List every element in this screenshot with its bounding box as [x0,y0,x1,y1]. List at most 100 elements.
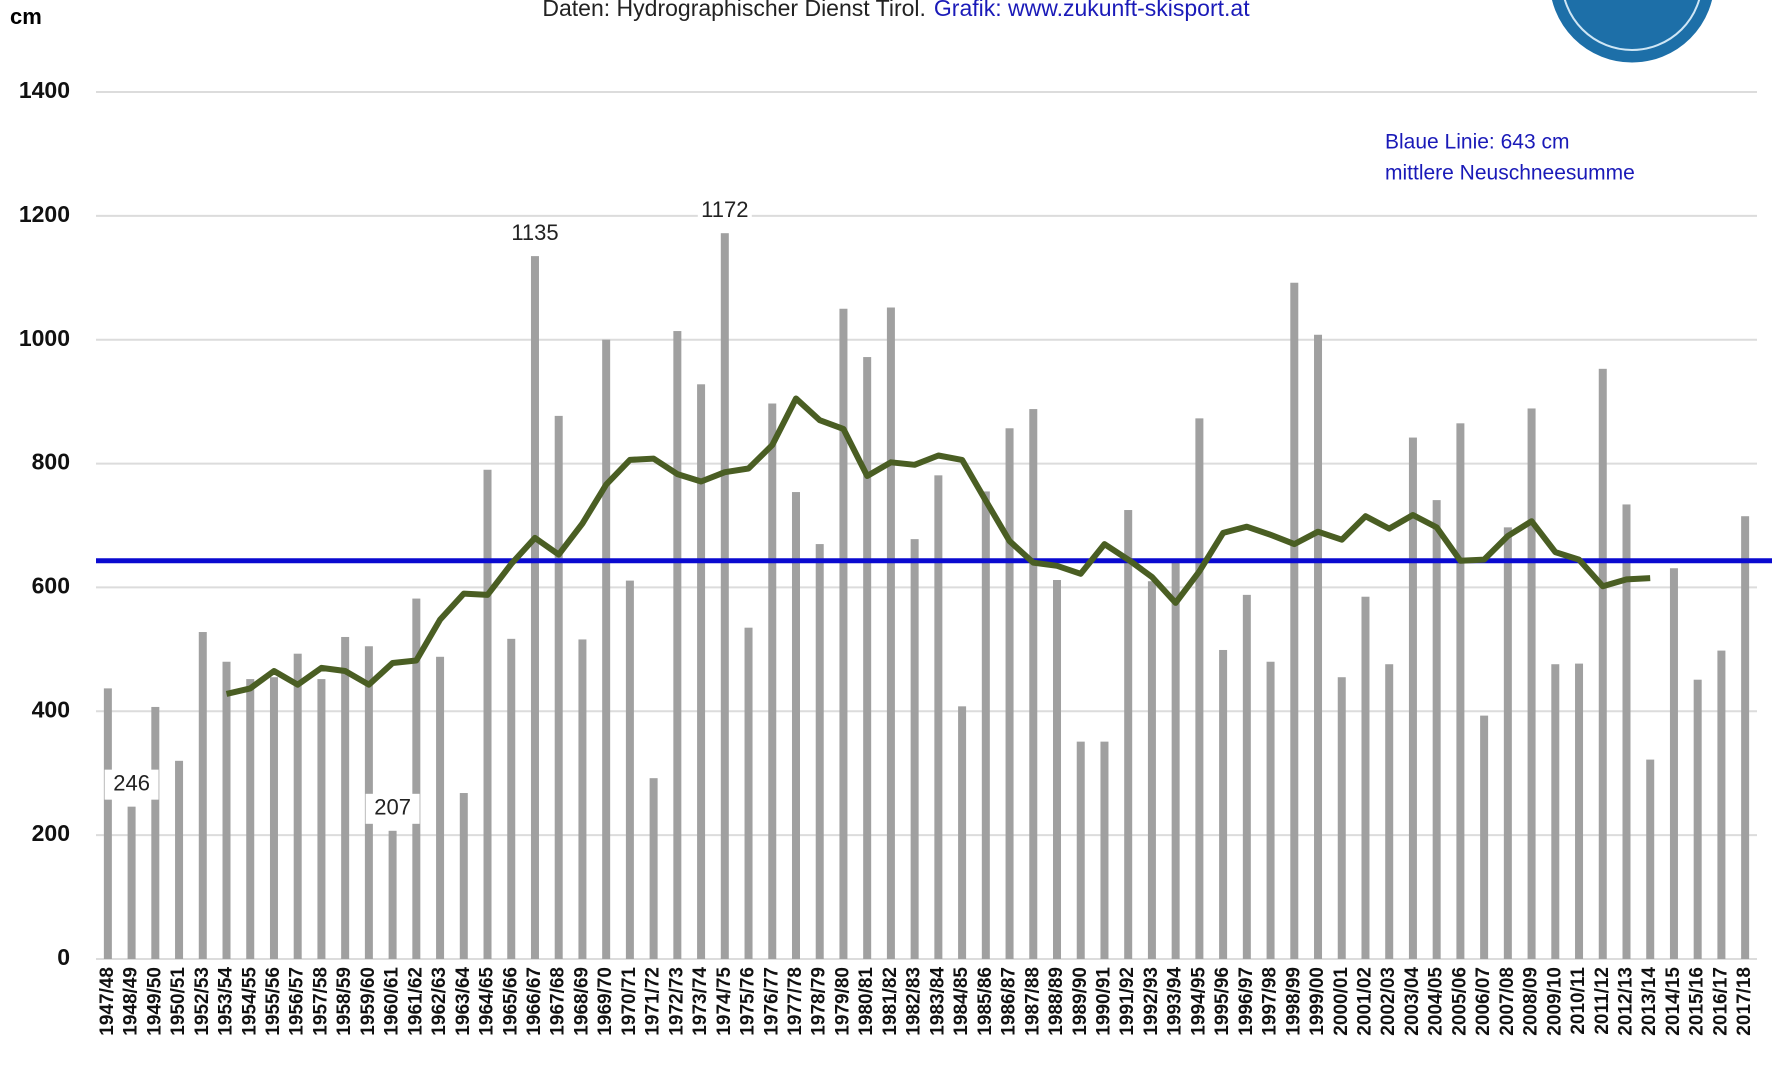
bar [1575,663,1584,959]
x-tick-label: 1979/80 [832,967,853,1036]
bar [1100,741,1109,959]
bar [388,830,397,959]
bar [981,491,990,959]
x-tick-label: 1957/58 [310,967,331,1036]
bar [317,679,326,959]
logo [1548,0,1716,66]
bar [222,661,231,959]
x-tick-label: 1996/97 [1236,967,1257,1036]
bar [1503,527,1512,959]
bar [127,806,136,959]
bar [1195,418,1204,959]
source-line: Daten: Hydrographischer Dienst Tirol. Gra… [542,0,1250,21]
x-tick-label: 1995/96 [1212,967,1233,1036]
bar [1266,661,1275,959]
x-tick-label: 1950/51 [168,967,189,1036]
y-tick-label: 600 [32,573,70,599]
x-tick-label: 2010/11 [1568,967,1589,1035]
x-tick-label: 1983/84 [927,967,948,1036]
bar [412,598,421,959]
bar [1385,664,1394,959]
bar [910,539,919,959]
bar [934,475,943,959]
x-tick-label: 1948/49 [121,967,142,1036]
annotation: mittlere Neuschneesumme [1385,162,1635,185]
bar [554,415,563,959]
bar [791,492,800,959]
bar [1124,510,1133,959]
data-label-bg [507,219,562,250]
x-tick-label: 2014/15 [1663,967,1684,1036]
bar [1598,368,1607,960]
x-tick-label: 1988/89 [1046,967,1067,1036]
bar [578,639,587,959]
bar [1005,428,1014,959]
bar [649,778,658,959]
bar [103,688,112,959]
x-tick-label: 1980/81 [856,967,877,1036]
bar [886,307,895,959]
bar [1029,409,1038,959]
bar [958,706,967,959]
x-tick-label: 1982/83 [904,967,925,1036]
x-tick-label: 2002/03 [1378,967,1399,1036]
x-tick-label: 1958/59 [334,967,355,1036]
bar [1456,423,1465,959]
x-tick-label: 1987/88 [1022,967,1043,1036]
x-tick-label: 1976/77 [761,967,782,1036]
x-tick-label: 1954/55 [239,967,260,1036]
y-tick-label: 1400 [19,77,70,103]
x-tick-label: 1961/62 [405,967,426,1036]
bar [1622,504,1631,959]
bar [839,308,848,959]
bar [436,656,445,959]
bar [602,339,611,959]
x-tick-label: 1994/95 [1188,967,1209,1036]
y-tick-label: 0 [57,944,70,970]
x-tick-label: 1986/87 [999,967,1020,1036]
bar [1551,664,1560,959]
data-label: 246 [113,770,150,795]
bar [1408,437,1417,960]
x-tick-label: 1985/86 [975,967,996,1036]
bar [1147,581,1156,959]
data-label: 207 [374,795,411,820]
x-tick-label: 1965/66 [500,967,521,1036]
x-tick-label: 2008/09 [1521,967,1542,1036]
data-label-bg [104,769,159,800]
x-tick-label: 1974/75 [714,967,735,1036]
x-tick-label: 1968/69 [571,967,592,1036]
x-tick-label: 2006/07 [1473,967,1494,1036]
moving-average-line [225,395,1651,697]
x-tick-label: 1981/82 [880,967,901,1036]
logo-ring [1563,0,1701,51]
bar [198,632,207,959]
data-label: 1135 [511,220,558,245]
y-tick-label: 800 [32,449,70,475]
x-tick-label: 1967/68 [548,967,569,1036]
x-tick-label: 1998/99 [1283,967,1304,1036]
x-tick-label: 1963/64 [453,967,474,1036]
x-tick-label: 1992/93 [1141,967,1162,1036]
bar [269,677,278,959]
bar [1527,408,1536,960]
x-tick-label: 2013/14 [1639,967,1660,1036]
x-tick-label: 1964/65 [477,967,498,1036]
x-tick-label: 1956/57 [287,967,308,1036]
bar [341,636,350,959]
bar [507,638,516,959]
bar [815,544,824,959]
bar [1717,650,1726,959]
bar [1219,649,1228,959]
x-tick-label: 1999/00 [1307,967,1328,1036]
bar [293,653,302,959]
x-tick-label: 1993/94 [1165,967,1186,1036]
x-tick-label: 1971/72 [643,967,664,1036]
bar [1242,594,1251,959]
y-tick-label: 400 [32,696,70,722]
bar [530,256,539,959]
bar [1337,677,1346,959]
bar [1432,500,1441,959]
y-axis-label: cm [10,4,42,29]
